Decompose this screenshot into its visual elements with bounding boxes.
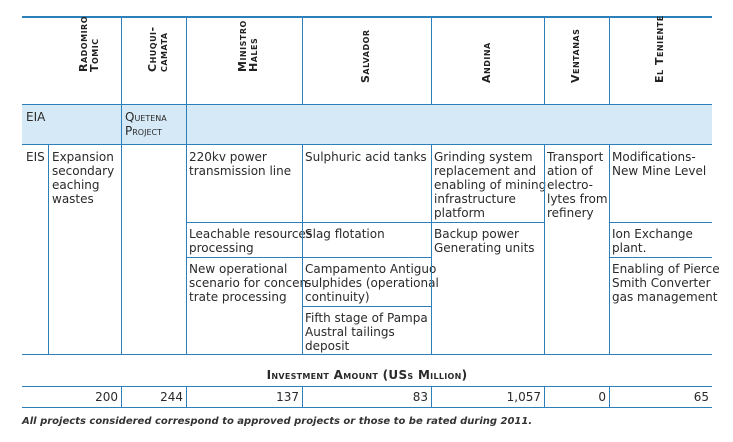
eia-row-band	[22, 104, 712, 144]
col-line-7	[609, 144, 610, 354]
eia-chuquicamata-cell: Quetena Project	[125, 110, 167, 138]
hdr-line-4	[302, 18, 303, 104]
investment-radomiro-tomic: 200	[95, 390, 118, 404]
investment-el-teniente: 65	[693, 390, 709, 404]
investment-ventanas: 0	[598, 390, 606, 404]
inv-line-4	[302, 386, 303, 407]
col-line-3	[186, 104, 187, 354]
eis-salvador-cell-4: Fifth stage of Pampa Austral tailings de…	[305, 311, 428, 353]
eis-radomiro-tomic-cell: Expansion secondary eaching wastes	[52, 150, 115, 206]
hdr-line-5	[431, 18, 432, 104]
column-header-ventanas: Ventanas	[544, 18, 609, 100]
eis-sub-line-2c	[609, 257, 712, 258]
eia-bottom-line	[22, 144, 712, 145]
investment-amount-title: Investment Amount (USs Million)	[266, 368, 468, 382]
col-line-5	[431, 144, 432, 354]
column-header-label: El Teniente	[652, 15, 666, 83]
eis-salvador-cell-1: Sulphuric acid tanks	[305, 150, 427, 164]
column-header-salvador: Salvador	[302, 18, 431, 100]
eis-sub-line-1c	[609, 222, 712, 223]
inv-line-2	[121, 386, 122, 407]
eis-salvador-cell-2: Slag flotation	[305, 227, 385, 241]
eis-ventanas-cell: Transport ation of electro- lytes from r…	[547, 150, 608, 220]
eis-sub-line-3	[302, 306, 431, 307]
eia-top-line	[22, 104, 712, 105]
eia-label: EIA	[26, 110, 46, 124]
eis-el-teniente-cell-2: Ion Exchange plant.	[612, 227, 693, 255]
column-header-chuquicamata: Chuqui- camata	[121, 18, 186, 100]
eis-sub-line-2	[186, 257, 431, 258]
eis-el-teniente-cell-1: Modifications- New Mine Level	[612, 150, 707, 178]
inv-line-6	[544, 386, 545, 407]
column-header-andina: Andina	[431, 18, 544, 100]
investment-title-line	[22, 386, 712, 387]
column-header-label: Chuqui- camata	[145, 26, 170, 72]
col-line-4	[302, 144, 303, 354]
eis-el-teniente-cell-3: Enabling of Pierce Smith Converter gas m…	[612, 262, 720, 304]
eis-label: EIS	[26, 150, 45, 164]
inv-line-7	[609, 386, 610, 407]
eis-sub-line-1b	[431, 222, 544, 223]
table-bottom-line	[22, 407, 712, 408]
col-line-2	[121, 104, 122, 354]
hdr-line-2	[121, 18, 122, 104]
inv-line-3	[186, 386, 187, 407]
column-header-label: Ministro Hales	[236, 20, 260, 72]
hdr-line-6	[544, 18, 545, 104]
hdr-line-7	[609, 18, 610, 104]
investment-andina: 1,057	[506, 390, 541, 404]
column-header-ministro-hales: Ministro Hales	[186, 18, 302, 100]
column-header-label: Salvador	[358, 29, 372, 83]
hdr-line-3	[186, 18, 187, 104]
eis-ministro-hales-cell-3: New operational scenario for concen- tra…	[189, 262, 312, 304]
col-line-6	[544, 144, 545, 354]
eis-ministro-hales-cell-2: Leachable resources processing	[189, 227, 313, 255]
column-header-label: Ventanas	[568, 28, 582, 83]
col-line-1	[48, 144, 49, 354]
inv-line-5	[431, 386, 432, 407]
column-header-label: Andina	[479, 42, 493, 83]
table-top-border	[22, 16, 712, 18]
investment-salvador: 83	[412, 390, 428, 404]
eis-salvador-cell-3: Campamento Antiguo sulphides (operationa…	[305, 262, 439, 304]
eis-andina-cell-2: Backup power Generating units	[434, 227, 535, 255]
investment-chuquicamata: 244	[160, 390, 183, 404]
eis-sub-line-1	[186, 222, 431, 223]
footnote: All projects considered correspond to ap…	[22, 416, 533, 427]
eis-ministro-hales-cell-1: 220kv power transmission line	[189, 150, 292, 178]
column-header-el-teniente: El Teniente	[609, 15, 712, 100]
column-header-radomiro-tomic: Radomiro Tomic	[48, 15, 121, 100]
column-header-label: Radomiro Tomic	[76, 15, 101, 72]
eis-andina-cell-1: Grinding system replacement and enabling…	[434, 150, 547, 220]
investment-ministro-hales: 137	[276, 390, 299, 404]
eis-bottom-line	[22, 354, 712, 355]
